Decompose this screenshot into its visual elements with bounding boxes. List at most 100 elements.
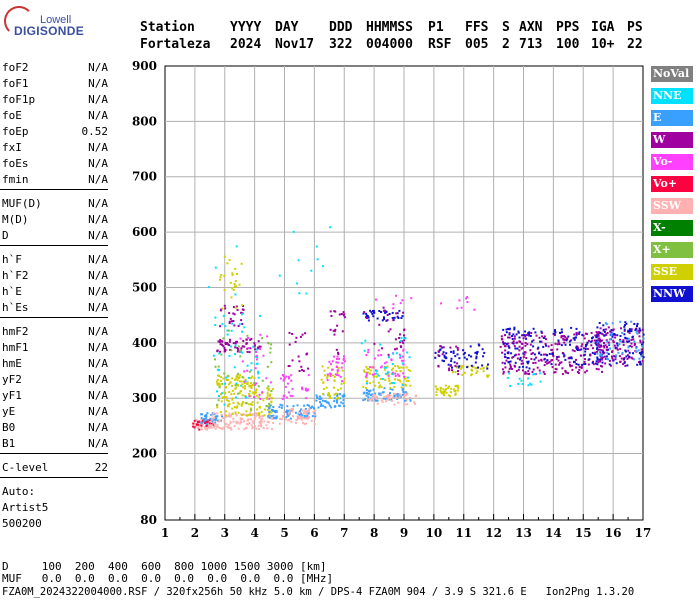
header-value-1: 2024 <box>230 37 262 52</box>
data-point <box>240 384 243 387</box>
data-point <box>235 414 238 417</box>
data-point <box>250 403 253 406</box>
data-point <box>214 266 217 269</box>
data-point <box>231 273 234 276</box>
data-point <box>222 314 225 317</box>
data-point <box>591 351 594 354</box>
data-point <box>590 331 593 334</box>
data-point <box>626 354 629 357</box>
data-point <box>315 399 318 402</box>
x-tick-label: 4 <box>250 526 258 540</box>
data-point <box>335 348 338 351</box>
data-point <box>282 414 285 417</box>
data-point <box>308 408 311 411</box>
data-point <box>503 362 506 365</box>
data-point <box>613 344 616 347</box>
data-point <box>578 349 581 352</box>
data-point <box>458 365 461 368</box>
data-point <box>500 337 503 340</box>
data-point <box>608 338 611 341</box>
data-point <box>440 302 442 305</box>
data-point <box>240 311 243 314</box>
data-point <box>291 387 294 390</box>
data-point <box>394 338 397 341</box>
data-point <box>263 414 266 417</box>
data-point <box>377 381 380 384</box>
data-point <box>306 414 309 417</box>
data-point <box>265 396 268 399</box>
data-point <box>212 412 215 415</box>
data-point <box>521 346 524 349</box>
data-point <box>388 313 391 315</box>
data-point <box>360 342 363 345</box>
data-point <box>603 342 605 344</box>
data-point <box>513 337 516 340</box>
data-point <box>596 358 599 361</box>
data-point <box>642 356 645 359</box>
data-point <box>243 428 246 431</box>
data-point <box>600 356 603 359</box>
data-point <box>409 399 412 402</box>
data-point <box>217 340 220 343</box>
data-point <box>229 422 232 425</box>
data-point <box>542 345 545 348</box>
logo-lowell: Lowell <box>40 14 72 26</box>
data-point <box>234 387 237 390</box>
data-point <box>295 336 298 339</box>
data-point <box>245 396 248 399</box>
data-point <box>379 378 382 380</box>
data-point <box>456 389 459 392</box>
data-point <box>286 396 288 399</box>
data-point <box>255 363 258 365</box>
data-point <box>603 355 606 358</box>
data-point <box>517 331 520 334</box>
data-point <box>342 357 345 360</box>
data-point <box>219 325 222 328</box>
data-point <box>607 343 610 346</box>
data-point <box>284 385 287 388</box>
data-point <box>470 355 472 358</box>
data-point <box>554 342 557 345</box>
data-point <box>508 327 511 330</box>
data-point <box>406 403 409 406</box>
data-point <box>269 393 271 396</box>
legend-item-vo: Vo+ <box>651 176 693 192</box>
data-point <box>220 376 223 379</box>
data-point <box>241 418 244 421</box>
data-point <box>500 335 503 338</box>
data-point <box>362 392 365 395</box>
data-point <box>279 377 282 380</box>
data-point <box>639 362 642 365</box>
data-point <box>624 364 627 367</box>
data-point <box>247 347 250 350</box>
data-point <box>394 374 397 377</box>
data-point <box>243 345 246 348</box>
data-point <box>576 348 578 350</box>
data-point <box>337 397 340 400</box>
data-point <box>597 334 600 337</box>
data-point <box>341 369 344 372</box>
data-point <box>221 428 224 430</box>
data-point <box>393 378 396 381</box>
data-point <box>625 355 628 358</box>
data-point <box>252 345 255 348</box>
data-point <box>409 369 412 372</box>
data-point <box>375 372 378 375</box>
data-point <box>397 317 400 319</box>
data-point <box>521 383 524 385</box>
data-point <box>528 372 531 375</box>
data-point <box>444 389 447 392</box>
data-point <box>301 416 304 419</box>
data-point <box>473 308 476 311</box>
data-point <box>452 352 455 355</box>
data-point <box>640 348 643 351</box>
data-point <box>543 335 546 338</box>
data-point <box>535 334 538 337</box>
data-point <box>229 281 232 284</box>
data-point <box>531 370 534 373</box>
data-point <box>604 362 607 365</box>
data-point <box>391 399 393 402</box>
data-point <box>257 414 260 417</box>
data-point <box>278 274 281 277</box>
data-point <box>363 349 366 352</box>
